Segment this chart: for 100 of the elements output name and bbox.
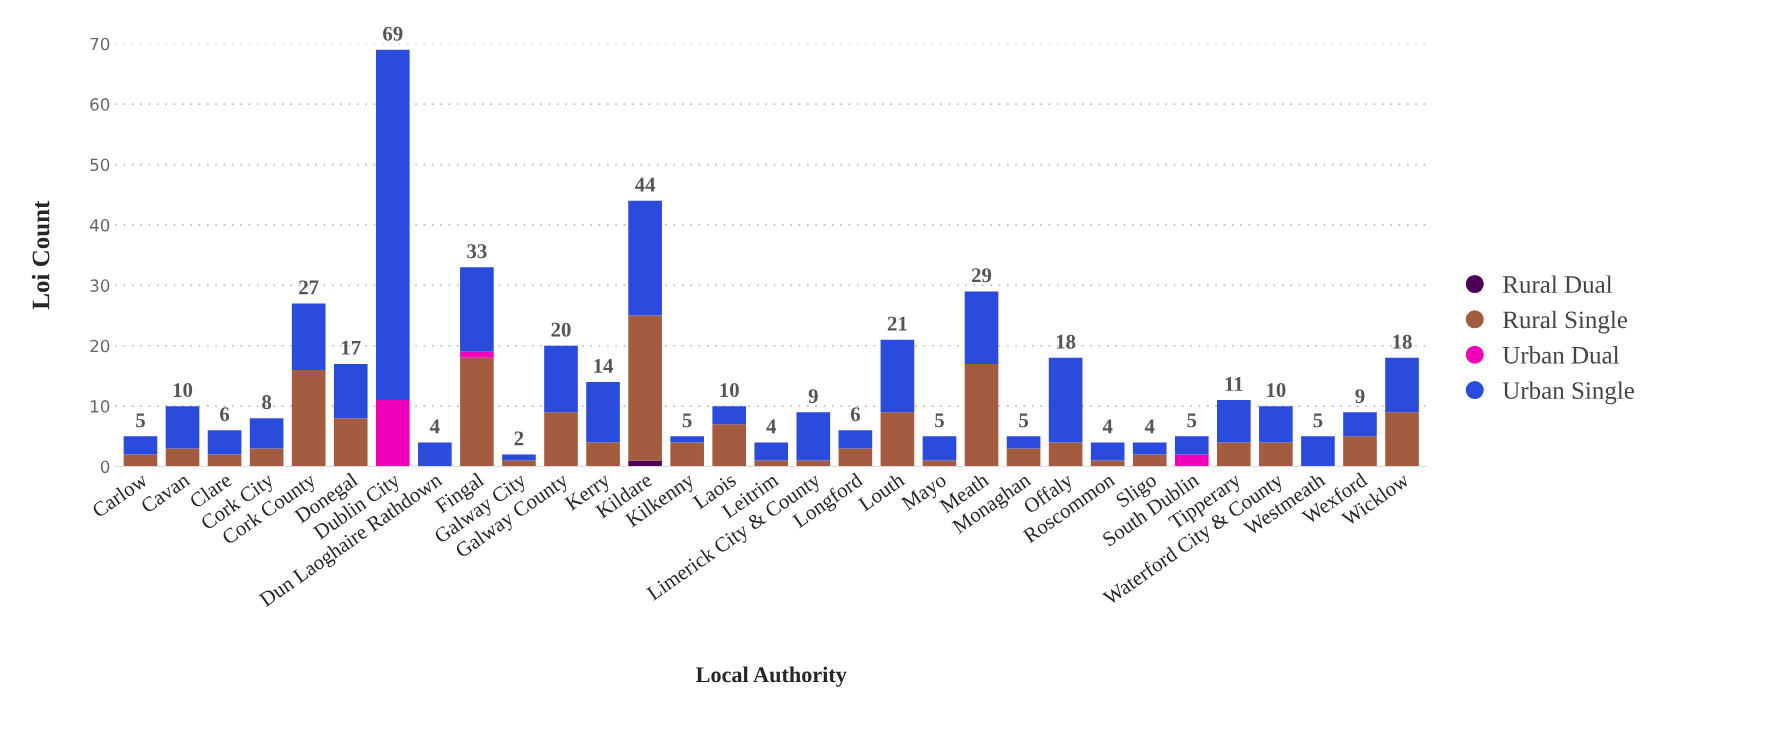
bar: [880, 339, 915, 413]
bar: [880, 412, 915, 467]
total-label: 2: [514, 431, 524, 446]
total-label: 18: [1056, 334, 1076, 349]
total-label: 9: [1355, 389, 1365, 404]
bar: [1385, 412, 1419, 467]
bar: [460, 357, 494, 467]
bar: [964, 291, 999, 364]
y-tick-label: 0: [100, 460, 110, 474]
bar: [1132, 454, 1167, 467]
bar: [1343, 412, 1377, 437]
total-label: 8: [262, 395, 272, 410]
bar: [123, 436, 158, 455]
total-label: 10: [1267, 383, 1286, 398]
bar: [123, 454, 158, 467]
bar: [838, 448, 873, 467]
total-label: 9: [808, 389, 818, 404]
total-label: 33: [467, 244, 487, 259]
legend-label: Urban Dual: [1502, 346, 1620, 364]
bar: [1174, 454, 1209, 467]
total-label: 5: [1019, 413, 1029, 428]
bar: [964, 363, 999, 467]
y-tick-label: 10: [91, 400, 110, 413]
total-label: 27: [299, 280, 319, 295]
bar: [922, 436, 957, 461]
total-label: 4: [429, 419, 440, 434]
total-label: 5: [682, 413, 692, 428]
bar: [1048, 442, 1083, 467]
bar: [712, 406, 747, 425]
total-label: 5: [1313, 413, 1323, 428]
bar: [628, 315, 662, 461]
x-axis-title: Local Authority: [696, 666, 847, 687]
bar: [1090, 442, 1125, 461]
total-label: 4: [766, 419, 777, 434]
bar: [418, 442, 452, 467]
bar: [1217, 442, 1251, 467]
total-label: 10: [173, 383, 193, 398]
bar: [754, 442, 789, 461]
legend-label: Rural Dual: [1502, 275, 1613, 293]
bar: [1006, 436, 1041, 449]
total-label: 69: [383, 26, 403, 41]
bar: [375, 49, 410, 401]
bar: [670, 442, 704, 467]
bar: [586, 382, 620, 443]
total-label: 17: [341, 340, 361, 355]
legend-label: Urban Single: [1502, 381, 1635, 405]
bar: [333, 418, 368, 467]
bar: [1174, 436, 1209, 455]
bar: [796, 412, 831, 461]
total-label: 44: [634, 177, 656, 192]
bar: [375, 400, 410, 467]
total-label: 20: [551, 322, 571, 337]
bar: [1343, 436, 1377, 467]
y-axis-title: Loi Count: [31, 200, 50, 310]
bar: [1301, 436, 1335, 467]
y-tick-label: 30: [90, 279, 110, 292]
bar: [249, 448, 284, 467]
y-tick-label: 50: [90, 158, 110, 172]
bar: [628, 200, 662, 316]
bar: [586, 442, 620, 467]
total-label: 11: [1225, 377, 1243, 391]
y-tick-label: 70: [90, 37, 110, 51]
bar: [291, 303, 326, 370]
bar: [838, 430, 873, 449]
bar: [1385, 357, 1419, 413]
bar: [165, 448, 200, 467]
bar: [712, 424, 747, 467]
bar: [207, 430, 242, 455]
total-label: 18: [1393, 334, 1412, 349]
total-label: 4: [1144, 419, 1155, 434]
bar: [207, 454, 242, 467]
bar: [1048, 357, 1083, 443]
y-tick-label: 20: [90, 339, 110, 353]
total-label: 5: [935, 413, 944, 428]
bar: [1259, 406, 1293, 443]
bar: [670, 436, 704, 443]
total-label: 29: [971, 268, 992, 283]
bar: [1217, 400, 1251, 443]
total-label: 6: [850, 407, 860, 422]
y-tick-label: 60: [90, 98, 110, 111]
total-label: 4: [1102, 419, 1113, 434]
bar: [333, 363, 368, 419]
legend-label: Rural Single: [1502, 310, 1628, 334]
bar: [460, 267, 494, 352]
bar: [165, 406, 200, 449]
bar: [460, 351, 494, 358]
bar: [291, 369, 326, 467]
bar: [249, 418, 284, 449]
bar: [1006, 448, 1041, 467]
total-label: 10: [720, 383, 739, 398]
bar: [544, 345, 578, 413]
total-label: 5: [1187, 413, 1197, 428]
y-tick-label: 40: [89, 218, 110, 232]
bar: [544, 412, 578, 467]
total-label: 14: [594, 358, 614, 373]
total-label: 5: [136, 413, 145, 428]
bar: [1259, 442, 1293, 467]
total-label: 6: [220, 407, 230, 422]
bar: [502, 454, 536, 461]
bar: [1132, 442, 1167, 455]
